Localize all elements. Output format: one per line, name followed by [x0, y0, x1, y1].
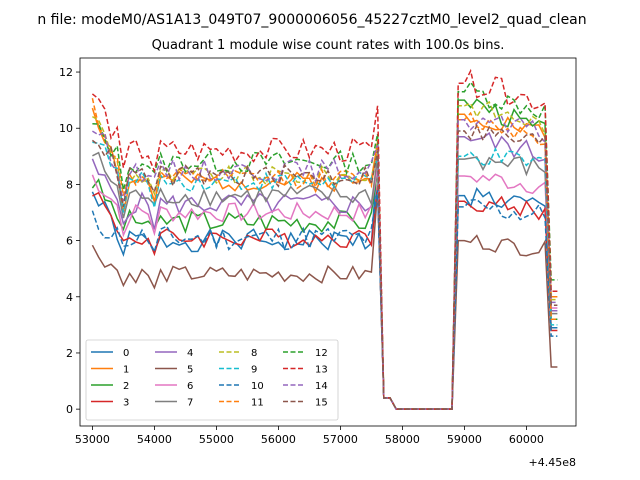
series-line-7	[92, 151, 558, 410]
plot-area	[91, 68, 558, 410]
series-line-4	[91, 131, 558, 410]
series-line-8	[92, 100, 558, 410]
y-tick-label: 0	[66, 403, 73, 416]
legend-box	[85, 339, 339, 421]
legend-label-10: 10	[251, 381, 264, 392]
y-tick-label: 8	[66, 178, 73, 191]
legend-label-8: 8	[251, 348, 257, 359]
series-line-0	[91, 156, 558, 410]
x-tick-label: 54000	[137, 433, 172, 446]
legend-label-4: 4	[187, 348, 193, 359]
x-tick-label: 53000	[75, 433, 110, 446]
chart-title: Quadrant 1 module wise count rates with …	[152, 38, 505, 53]
y-tick-label: 12	[59, 66, 73, 79]
chart-suptitle: n file: modeM0/AS1A13_049T07_9000006056_…	[37, 12, 586, 28]
x-tick-label: 58000	[385, 433, 420, 446]
legend-label-11: 11	[251, 398, 264, 409]
x-offset-label: +4.45e8	[529, 456, 576, 469]
series-line-12	[92, 80, 558, 410]
y-tick-label: 2	[66, 347, 73, 360]
legend-label-3: 3	[123, 398, 129, 409]
legend-label-1: 1	[123, 365, 129, 376]
legend-label-12: 12	[315, 348, 328, 359]
y-tick-label: 6	[66, 235, 73, 248]
x-tick-label: 59000	[447, 433, 482, 446]
series-line-13	[91, 68, 558, 410]
x-tick-label: 55000	[199, 433, 234, 446]
axes-frame	[79, 57, 577, 427]
legend-label-5: 5	[187, 365, 193, 376]
x-tick-label: 57000	[323, 433, 358, 446]
series-line-2	[91, 98, 558, 410]
x-tick-label: 60000	[509, 433, 544, 446]
series-line-10	[91, 189, 558, 410]
series-line-9	[92, 141, 558, 410]
x-tick-label: 56000	[261, 433, 296, 446]
legend-label-14: 14	[315, 381, 328, 392]
series-line-6	[91, 167, 558, 410]
series-line-14	[92, 115, 558, 410]
series-line-15	[91, 123, 558, 410]
legend-label-9: 9	[251, 365, 257, 376]
legend-label-0: 0	[123, 348, 129, 359]
legend-label-15: 15	[315, 398, 328, 409]
legend-label-7: 7	[187, 398, 193, 409]
axes: 53000 54000 55000 56000 57000 58000 59000 60000…	[59, 57, 577, 446]
y-tick-label: 4	[66, 291, 73, 304]
y-tick-label: 10	[59, 122, 73, 135]
legend-label-6: 6	[187, 381, 193, 392]
series-line-5	[91, 189, 558, 410]
legend-label-2: 2	[123, 381, 129, 392]
legend-label-13: 13	[315, 365, 328, 376]
